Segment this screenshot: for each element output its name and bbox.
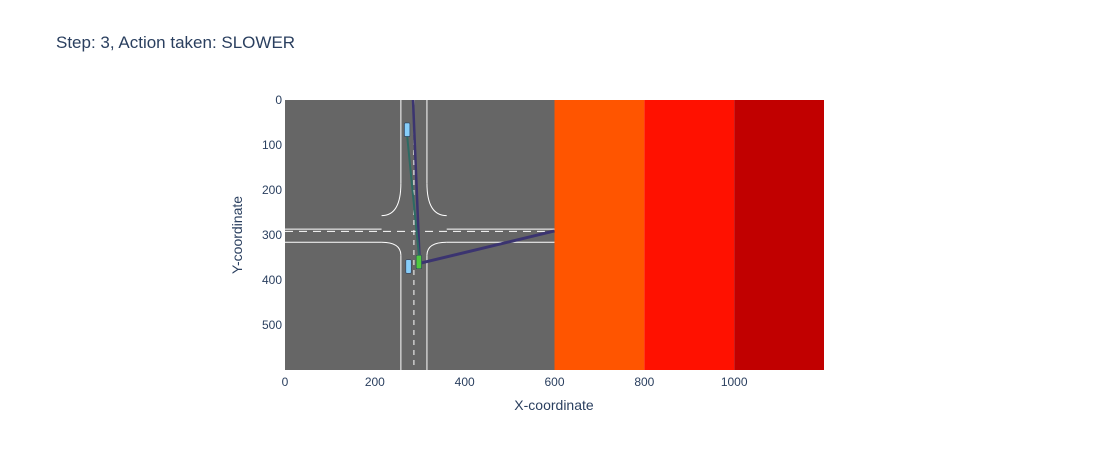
y-axis-title: Y-coordinate <box>229 196 245 274</box>
y-ticks: 0 100 200 300 400 500 <box>262 93 282 332</box>
y-tick-label: 500 <box>262 318 282 332</box>
x-ticks: 0 200 400 600 800 1000 <box>282 375 748 389</box>
x-tick-label: 0 <box>282 375 289 389</box>
x-tick-label: 600 <box>544 375 564 389</box>
y-tick-label: 400 <box>262 273 282 287</box>
trajectory-2 <box>411 100 421 264</box>
corner-curve-bl <box>381 241 402 256</box>
corner-curve-br <box>426 241 447 256</box>
y-tick-label: 0 <box>275 93 282 107</box>
vehicle-ego-3 <box>415 254 422 270</box>
chart-title: Step: 3, Action taken: SLOWER <box>56 33 296 52</box>
trajectory-3 <box>404 122 421 264</box>
y-tick-label: 300 <box>262 228 282 242</box>
vehicle-other-1 <box>404 122 411 137</box>
vehicle-other-2 <box>405 259 412 274</box>
x-tick-label: 200 <box>365 375 385 389</box>
heat-band-1 <box>554 100 645 370</box>
heat-band-3 <box>734 100 824 370</box>
y-tick-label: 200 <box>262 183 282 197</box>
vehicles <box>404 122 422 274</box>
heat-band-2 <box>644 100 735 370</box>
x-tick-label: 800 <box>634 375 654 389</box>
x-tick-label: 1000 <box>721 375 748 389</box>
corner-curve-tr <box>426 183 447 217</box>
heat-bands <box>554 100 824 370</box>
corner-curve-tl <box>381 183 402 217</box>
x-axis-title: X-coordinate <box>514 397 594 413</box>
trajectory-1 <box>419 229 555 265</box>
trajectories <box>404 100 555 265</box>
y-tick-label: 100 <box>262 138 282 152</box>
x-tick-label: 400 <box>455 375 475 389</box>
